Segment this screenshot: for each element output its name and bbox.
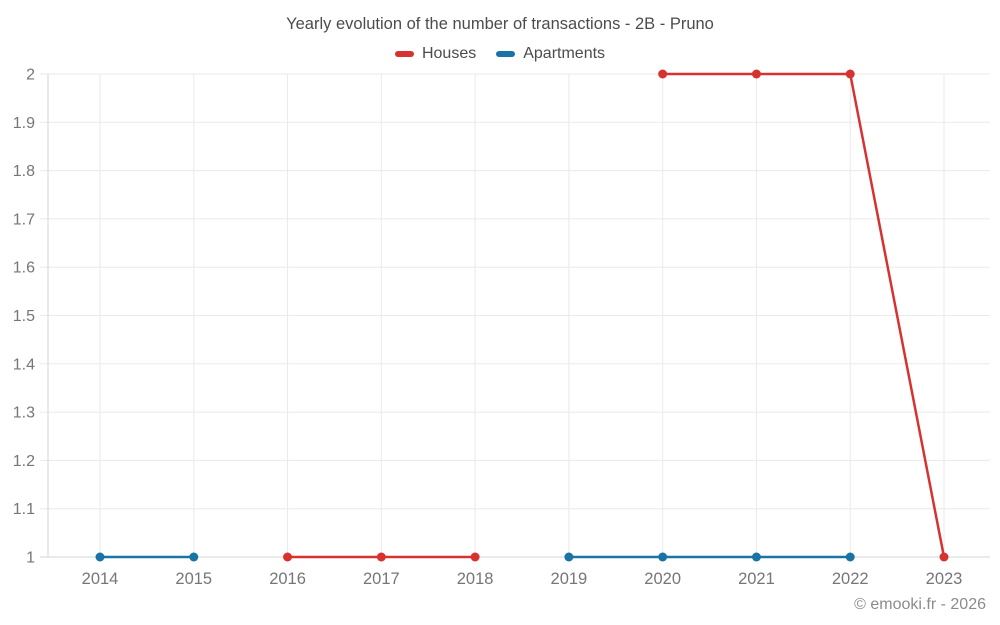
x-tick-label: 2017 — [363, 570, 400, 588]
data-point-apartments-2019[interactable] — [564, 552, 574, 562]
x-tick-label: 2018 — [457, 570, 494, 588]
data-point-apartments-2015[interactable] — [189, 552, 199, 562]
y-tick-label: 1 — [26, 550, 35, 567]
data-point-apartments-2014[interactable] — [95, 552, 105, 562]
data-point-houses-2023[interactable] — [939, 552, 949, 562]
data-point-houses-2016[interactable] — [283, 552, 293, 562]
y-tick-label: 1.5 — [13, 308, 35, 325]
x-tick-label: 2015 — [175, 570, 212, 588]
data-point-houses-2021[interactable] — [751, 69, 761, 79]
x-tick-label: 2022 — [832, 570, 869, 588]
x-tick-label: 2020 — [644, 570, 681, 588]
series-line-houses — [661, 72, 946, 559]
y-tick-label: 1.4 — [13, 356, 35, 373]
chart-title: Yearly evolution of the number of transa… — [286, 15, 714, 33]
y-tick-label: 1.6 — [13, 260, 35, 277]
y-tick-label: 1.8 — [13, 163, 35, 180]
y-tick-label: 1.1 — [13, 501, 35, 518]
y-tick-label: 1.3 — [13, 405, 35, 422]
apartments-legend-swatch-icon — [496, 51, 516, 57]
legend-label-houses: Houses — [421, 45, 477, 62]
data-point-apartments-2021[interactable] — [751, 552, 761, 562]
y-tick-label: 1.7 — [13, 211, 35, 228]
houses-legend-swatch-icon — [394, 51, 414, 57]
data-point-houses-2017[interactable] — [376, 552, 386, 562]
x-tick-label: 2014 — [82, 570, 119, 588]
y-tick-label: 2 — [26, 67, 35, 84]
data-point-apartments-2022[interactable] — [845, 552, 855, 562]
data-point-houses-2022[interactable] — [845, 69, 855, 79]
legend-label-apartments: Apartments — [523, 45, 606, 62]
x-tick-label: 2021 — [738, 570, 775, 588]
x-tick-label: 2019 — [551, 570, 588, 588]
x-tick-label: 2016 — [269, 570, 306, 588]
x-tick-label: 2023 — [926, 570, 963, 588]
data-point-houses-2020[interactable] — [658, 69, 668, 79]
legend-item-apartments[interactable]: Apartments — [496, 45, 605, 63]
chart-legend: Houses Apartments — [0, 45, 1000, 63]
copyright-footer: © emooki.fr - 2026 — [854, 596, 986, 613]
legend-item-houses[interactable]: Houses — [394, 45, 477, 63]
data-point-apartments-2020[interactable] — [658, 552, 668, 562]
y-tick-label: 1.9 — [13, 115, 35, 132]
data-point-houses-2018[interactable] — [470, 552, 480, 562]
y-tick-label: 1.2 — [13, 453, 35, 470]
